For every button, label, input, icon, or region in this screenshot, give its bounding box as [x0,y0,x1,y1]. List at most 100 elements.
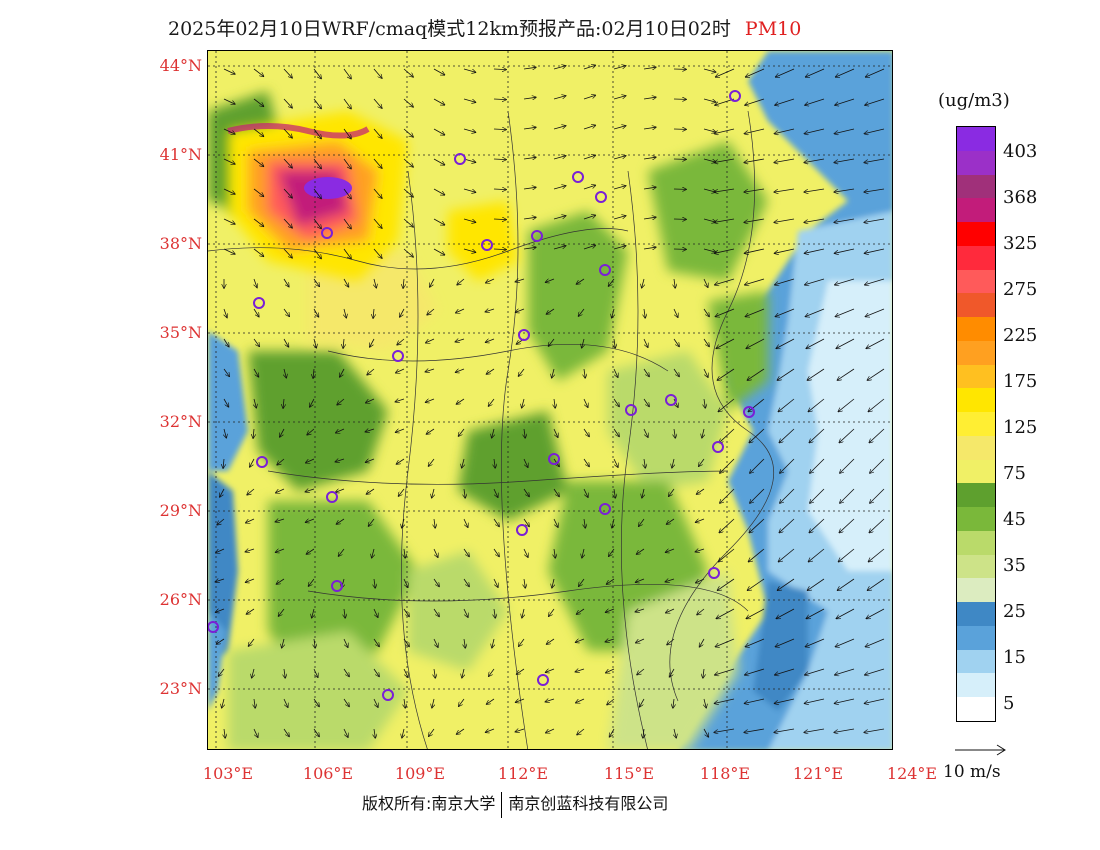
footer-separator [501,791,503,818]
wind-arrow [313,728,319,736]
wind-arrow [777,368,795,380]
wind-arrow [524,428,525,438]
wind-arrow [606,609,615,612]
wind-arrow [314,638,315,648]
wind-arrow [582,338,584,348]
wind-arrow [305,489,315,492]
wind-arrow [400,308,405,317]
wind-arrow [493,249,506,250]
wind-arrow [865,278,885,285]
lon-label: 115°E [603,764,655,783]
wind-arrow [582,548,584,558]
wind-arrow [804,728,825,732]
wind-arrow [373,128,382,138]
wind-arrow [337,398,345,405]
wind-arrow [869,518,885,533]
wind-arrow [464,488,465,498]
wind-arrow [340,368,345,377]
wind-arrow [250,458,255,467]
hotspot-core [227,123,370,199]
wind-arrow [306,458,315,463]
wind-arrow [463,548,469,556]
wind-arrow [547,638,555,644]
wind-arrow [553,156,566,160]
wind-arrow [775,668,795,675]
wind-arrow [434,668,435,678]
wind-arrow [492,428,494,438]
wind-arrow [613,368,618,377]
wind-arrow [835,698,855,703]
wind-arrow [517,668,525,674]
wind-arrow [430,278,435,287]
wind-arrow [306,519,315,522]
wind-arrow [523,187,536,189]
colorbar-swatch [957,412,995,436]
wind-arrow [584,368,585,378]
wind-arrow [673,368,679,376]
wind-arrow [577,608,585,614]
wind-arrow [343,158,351,169]
wind-arrow [519,368,525,376]
station-marker-s14 [743,406,755,418]
wind-arrow [399,488,405,496]
wind-arrow [283,68,292,78]
lat-label: 38°N [159,234,202,253]
lon-label: 118°E [699,764,751,783]
wind-arrow [864,188,885,192]
wind-arrow [720,458,735,473]
wind-arrow [804,218,825,222]
wind-arrow [515,279,525,282]
wind-arrow [312,608,314,618]
wind-arrow [553,428,558,437]
wind-arrow [583,215,595,220]
wind-arrow [779,428,795,443]
wind-arrow [395,399,405,402]
wind-arrow [716,638,735,647]
wind-arrow [749,518,765,533]
wind-arrow [253,128,264,136]
wind-arrow [367,368,375,375]
wind-arrow [463,248,476,252]
wind-arrow [715,128,735,134]
wind-arrow [868,398,885,412]
lat-label: 44°N [159,56,202,75]
wind-arrow [307,548,315,554]
wind-arrow [643,187,656,189]
wind-arrow [703,668,704,678]
wind-arrow [456,308,465,313]
wind-arrow [745,698,765,703]
wind-arrow [716,68,735,77]
wind-arrow [746,338,765,348]
wind-arrow [576,639,585,642]
wind-arrow [223,98,235,104]
wind-arrow [642,488,644,498]
wind-arrow [780,458,795,473]
forecast-map[interactable] [207,50,893,750]
colorbar-label: 125 [1003,417,1038,438]
wind-arrow [223,158,235,164]
wind-arrow [313,698,319,706]
wind-arrow [373,248,382,258]
title-variable: PM10 [744,18,802,40]
wind-arrow [373,68,382,78]
wind-arrow [253,188,264,196]
wind-arrow [433,188,445,195]
wind-arrow [806,638,825,647]
colorbar-swatch [957,198,995,222]
wind-arrow [703,368,708,377]
wind-arrow [493,129,506,130]
wind-arrow [283,248,292,258]
wind-arrow [493,488,498,497]
wind-arrow [275,519,285,522]
wind-arrow [584,518,585,528]
wind-arrow [253,248,264,256]
wind-arrow [774,158,795,163]
wind-arrow [673,338,679,346]
wind-arrow [636,638,645,643]
wind-arrow [462,668,464,678]
wind-arrow [515,729,525,732]
wind-arrow [643,97,656,99]
wind-arrow [834,218,855,222]
wind-arrow [217,518,225,525]
wind-arrow [674,278,675,288]
